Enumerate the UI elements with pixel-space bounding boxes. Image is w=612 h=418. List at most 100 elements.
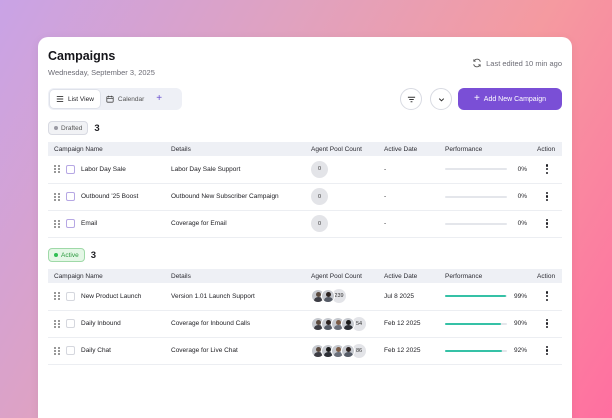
calendar-icon bbox=[106, 95, 114, 103]
column-header[interactable]: Campaign Name bbox=[54, 145, 103, 153]
active-count: 3 bbox=[90, 249, 96, 261]
tab-calendar-label: Calendar bbox=[117, 95, 145, 103]
avatar bbox=[321, 289, 335, 304]
performance-fill bbox=[445, 349, 503, 352]
performance-percent: 0% bbox=[517, 193, 527, 200]
active-date: Feb 12 2025 bbox=[380, 310, 441, 338]
performance-bar bbox=[445, 222, 507, 225]
tab-list-view-label: List View bbox=[68, 95, 94, 103]
agent-avatars[interactable]: 239 bbox=[311, 288, 376, 305]
active-badge-label: Active bbox=[61, 251, 79, 259]
table-row[interactable]: Daily Chat Coverage for Live Chat 86 Feb… bbox=[48, 337, 562, 365]
column-header[interactable]: Details bbox=[171, 145, 191, 153]
drafted-group-header: Drafted 3 bbox=[48, 121, 100, 135]
campaign-details: Outbound New Subscriber Campaign bbox=[167, 183, 307, 211]
performance-bar bbox=[445, 322, 507, 325]
drag-handle-icon[interactable] bbox=[54, 192, 60, 201]
performance-percent: 0% bbox=[517, 165, 527, 173]
active-date: Feb 12 2025 bbox=[380, 337, 441, 365]
drag-handle-icon[interactable] bbox=[54, 319, 60, 328]
drag-handle-icon[interactable] bbox=[54, 165, 60, 174]
active-badge: Active bbox=[48, 248, 85, 262]
performance-percent: 0% bbox=[517, 220, 527, 227]
more-options-icon[interactable] bbox=[542, 291, 552, 302]
column-header[interactable]: Performance bbox=[445, 145, 483, 153]
more-options-icon[interactable] bbox=[542, 345, 552, 356]
campaign-details: Coverage for Email bbox=[167, 210, 307, 238]
last-edited-text: Last edited 10 min ago bbox=[486, 58, 562, 68]
table-row[interactable]: Outbound '25 Boost Outbound New Subscrib… bbox=[48, 183, 562, 211]
tab-list-view[interactable]: List View bbox=[50, 90, 100, 108]
row-checkbox[interactable] bbox=[66, 164, 75, 174]
more-options-icon[interactable] bbox=[542, 318, 552, 329]
active-date: - bbox=[380, 156, 441, 184]
performance-bar bbox=[445, 195, 507, 198]
filter-icon bbox=[407, 96, 415, 102]
column-header[interactable]: Active Date bbox=[384, 145, 418, 153]
column-header[interactable]: Performance bbox=[445, 272, 483, 280]
status-dot bbox=[54, 253, 58, 257]
campaign-details: Coverage for Live Chat bbox=[167, 337, 307, 365]
agent-pool-count: 0 bbox=[311, 160, 328, 178]
agent-avatars[interactable]: 86 bbox=[311, 342, 376, 359]
list-icon bbox=[56, 96, 64, 102]
table-row[interactable]: Daily Inbound Coverage for Inbound Calls… bbox=[48, 310, 562, 338]
column-header[interactable]: Active Date bbox=[384, 272, 418, 280]
column-header[interactable]: Details bbox=[171, 272, 191, 280]
table-header-row: Campaign Name Details Agent Pool Count A… bbox=[48, 269, 562, 283]
drag-handle-icon[interactable] bbox=[54, 219, 60, 228]
row-checkbox[interactable] bbox=[66, 291, 75, 301]
drafted-badge: Drafted bbox=[48, 121, 89, 135]
row-checkbox[interactable] bbox=[66, 192, 75, 201]
drag-handle-icon[interactable] bbox=[54, 292, 60, 301]
performance-fill bbox=[445, 322, 501, 325]
row-checkbox[interactable] bbox=[66, 346, 75, 355]
more-options-icon[interactable] bbox=[542, 218, 552, 229]
add-view-button[interactable]: + bbox=[156, 93, 163, 104]
page-title: Campaigns bbox=[48, 49, 116, 63]
column-header: Action bbox=[537, 272, 556, 280]
table-row[interactable]: New Product Launch Version 1.01 Launch S… bbox=[48, 283, 562, 311]
expand-button[interactable] bbox=[430, 88, 452, 110]
campaigns-card: Campaigns Wednesday, September 3, 2025 L… bbox=[38, 37, 572, 418]
agent-pool-count: 0 bbox=[311, 188, 328, 205]
performance-bar bbox=[445, 295, 507, 298]
add-new-campaign-label: Add New Campaign bbox=[483, 95, 547, 103]
add-new-campaign-button[interactable]: + Add New Campaign bbox=[458, 88, 562, 110]
column-header[interactable]: Agent Pool Count bbox=[311, 145, 362, 153]
campaign-name[interactable]: Labor Day Sale bbox=[81, 165, 126, 173]
filter-button[interactable] bbox=[400, 88, 422, 110]
plus-icon: + bbox=[473, 93, 480, 104]
campaign-details: Version 1.01 Launch Support bbox=[167, 283, 307, 311]
more-options-icon[interactable] bbox=[542, 164, 552, 175]
refresh-icon[interactable] bbox=[472, 58, 482, 68]
performance-fill bbox=[445, 295, 507, 298]
view-tabs: List View Calendar + bbox=[48, 88, 182, 110]
active-date: - bbox=[380, 210, 441, 238]
avatar bbox=[341, 343, 355, 358]
status-dot bbox=[54, 126, 58, 130]
page-date: Wednesday, September 3, 2025 bbox=[48, 68, 155, 77]
row-checkbox[interactable] bbox=[66, 219, 75, 228]
tab-calendar[interactable]: Calendar bbox=[100, 90, 150, 108]
drafted-badge-label: Drafted bbox=[61, 124, 83, 132]
more-options-icon[interactable] bbox=[542, 191, 552, 202]
active-table: Campaign Name Details Agent Pool Count A… bbox=[48, 269, 562, 365]
agent-pool-count: 0 bbox=[311, 215, 328, 232]
column-header[interactable]: Campaign Name bbox=[54, 272, 103, 280]
campaign-name[interactable]: Daily Inbound bbox=[81, 320, 121, 327]
agent-avatars[interactable]: 54 bbox=[311, 315, 376, 332]
campaign-name[interactable]: Outbound '25 Boost bbox=[81, 193, 139, 200]
active-date: - bbox=[380, 183, 441, 211]
performance-percent: 92% bbox=[513, 347, 527, 354]
campaign-name[interactable]: Daily Chat bbox=[81, 347, 111, 354]
campaign-name[interactable]: Email bbox=[81, 220, 98, 227]
column-header[interactable]: Agent Pool Count bbox=[311, 272, 362, 280]
last-edited: Last edited 10 min ago bbox=[472, 58, 562, 68]
table-row[interactable]: Labor Day Sale Labor Day Sale Support 0 … bbox=[48, 156, 562, 184]
drag-handle-icon[interactable] bbox=[54, 346, 60, 355]
campaign-name[interactable]: New Product Launch bbox=[81, 292, 142, 300]
row-checkbox[interactable] bbox=[66, 319, 75, 328]
table-row[interactable]: Email Coverage for Email 0 - 0% bbox=[48, 210, 562, 238]
performance-bar bbox=[445, 349, 507, 352]
